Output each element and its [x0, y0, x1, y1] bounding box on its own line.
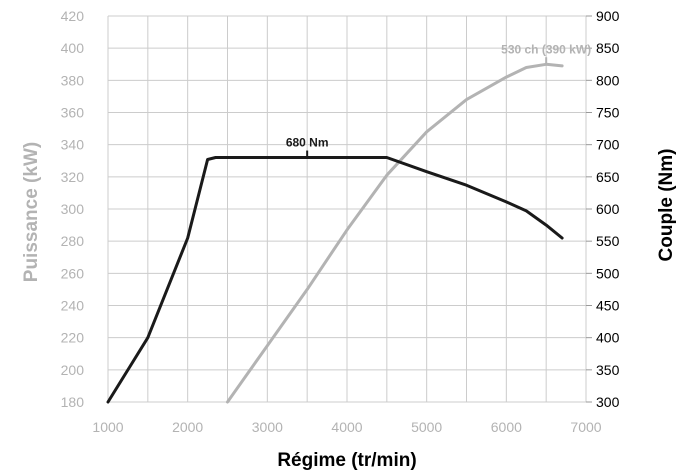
x-tick-label: 6000	[491, 419, 522, 435]
y-right-tick-label: 800	[596, 72, 620, 88]
y-left-tick-label: 380	[61, 72, 85, 88]
y-left-tick-label: 200	[61, 362, 85, 378]
y-right-tick-label: 550	[596, 233, 620, 249]
y-left-tick-label: 260	[61, 265, 85, 281]
y-right-tick-label: 750	[596, 105, 620, 121]
power-curve	[226, 62, 564, 404]
annotation-layer: 680 Nm 530 ch (390 kW)	[286, 42, 591, 158]
x-axis-title: Régime (tr/min)	[277, 450, 416, 471]
y-left-tick-label: 360	[61, 105, 85, 121]
x-tick-label: 3000	[252, 419, 283, 435]
y-left-tick-label: 220	[61, 330, 85, 346]
y-right-tick-label: 700	[596, 137, 620, 153]
torque-curve	[106, 156, 564, 404]
y-left-tick-label: 280	[61, 233, 85, 249]
y-left-tick-label: 300	[61, 201, 85, 217]
y-right-tick-label: 400	[596, 330, 620, 346]
y-right-tick-label: 450	[596, 298, 620, 314]
y-left-tick-label: 400	[61, 40, 85, 56]
y-right-tick-label: 500	[596, 265, 620, 281]
y-left-tick-label: 340	[61, 137, 85, 153]
y-right-tick-label: 300	[596, 394, 620, 410]
y-left-tick-label: 180	[61, 394, 85, 410]
x-tick-label: 5000	[411, 419, 442, 435]
y-left-tick-label: 320	[61, 169, 85, 185]
y-left-tick-label: 420	[61, 8, 85, 24]
x-tick-label: 2000	[172, 419, 203, 435]
tick-layer: 180 200 220 240 260 280 300 320 340 360 380 400 420 3…	[61, 8, 620, 435]
y-right-tick-label: 850	[596, 40, 620, 56]
x-tick-label: 7000	[570, 419, 601, 435]
y-axis-left-title: Puissance (kW)	[21, 142, 42, 282]
annotation-label: 680 Nm	[286, 136, 329, 150]
y-right-tick-label: 350	[596, 362, 620, 378]
y-right-tick-label: 650	[596, 169, 620, 185]
x-tick-label: 1000	[92, 419, 123, 435]
y-axis-right-title: Couple (Nm)	[656, 149, 677, 262]
y-left-tick-label: 240	[61, 298, 85, 314]
annotation-label: 530 ch (390 kW)	[501, 42, 591, 56]
y-right-tick-label: 600	[596, 201, 620, 217]
series-layer	[106, 62, 564, 404]
y-right-tick-label: 900	[596, 8, 620, 24]
x-tick-label: 4000	[331, 419, 362, 435]
